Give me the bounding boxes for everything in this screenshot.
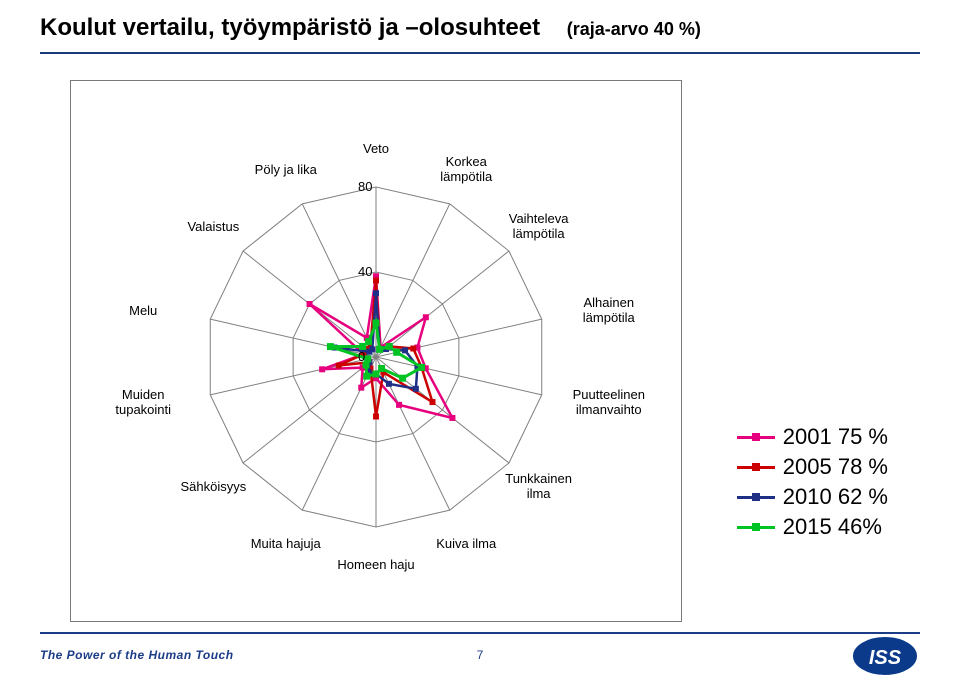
radar-chart: Veto Korkea lämpötila Vaihteleva lämpötila… <box>70 80 682 622</box>
axis-label: Muita hajuja <box>246 536 326 551</box>
title-underline <box>40 52 920 54</box>
axis-label: Tunkkainen ilma <box>499 471 579 501</box>
ring-label: 80 <box>358 179 372 194</box>
page-title: Koulut vertailu, työympäristö ja –olosuh… <box>40 14 701 42</box>
axis-label: Veto <box>336 141 416 156</box>
radar-svg <box>71 81 681 621</box>
legend-item: 2010 62 % <box>737 484 888 510</box>
footer-tagline: The Power of the Human Touch <box>40 648 234 662</box>
axis-label: Kuiva ilma <box>426 536 506 551</box>
axis-label: Muiden tupakointi <box>103 387 183 417</box>
legend: 2001 75 % 2005 78 % 2010 62 % 2015 46% <box>737 420 888 544</box>
legend-label: 2015 46% <box>783 514 882 540</box>
axis-label: Korkea lämpötila <box>426 154 506 184</box>
title-main: Koulut vertailu, työympäristö ja –olosuh… <box>40 14 540 41</box>
legend-label: 2005 78 % <box>783 454 888 480</box>
axis-label: Pöly ja lika <box>246 162 326 177</box>
axis-label: Homeen haju <box>336 557 416 572</box>
page-number: 7 <box>477 648 484 662</box>
legend-swatch <box>737 466 775 469</box>
legend-label: 2010 62 % <box>783 484 888 510</box>
axis-label: Sähköisyys <box>173 479 253 494</box>
footer-rule <box>40 632 920 634</box>
axis-label: Puutteelinen ilmanvaihto <box>569 387 649 417</box>
axis-label: Melu <box>103 303 183 318</box>
ring-label: 0 <box>358 349 365 364</box>
title-sub: (raja-arvo 40 %) <box>567 19 701 39</box>
svg-text:ISS: ISS <box>869 647 902 669</box>
legend-swatch <box>737 436 775 439</box>
axis-label: Valaistus <box>173 219 253 234</box>
legend-item: 2005 78 % <box>737 454 888 480</box>
axis-label: Alhainen lämpötila <box>569 295 649 325</box>
ring-label: 40 <box>358 264 372 279</box>
legend-item: 2001 75 % <box>737 424 888 450</box>
legend-swatch <box>737 526 775 529</box>
legend-item: 2015 46% <box>737 514 888 540</box>
iss-logo: ISS <box>850 634 920 678</box>
legend-swatch <box>737 496 775 499</box>
legend-label: 2001 75 % <box>783 424 888 450</box>
axis-label: Vaihteleva lämpötila <box>499 211 579 241</box>
